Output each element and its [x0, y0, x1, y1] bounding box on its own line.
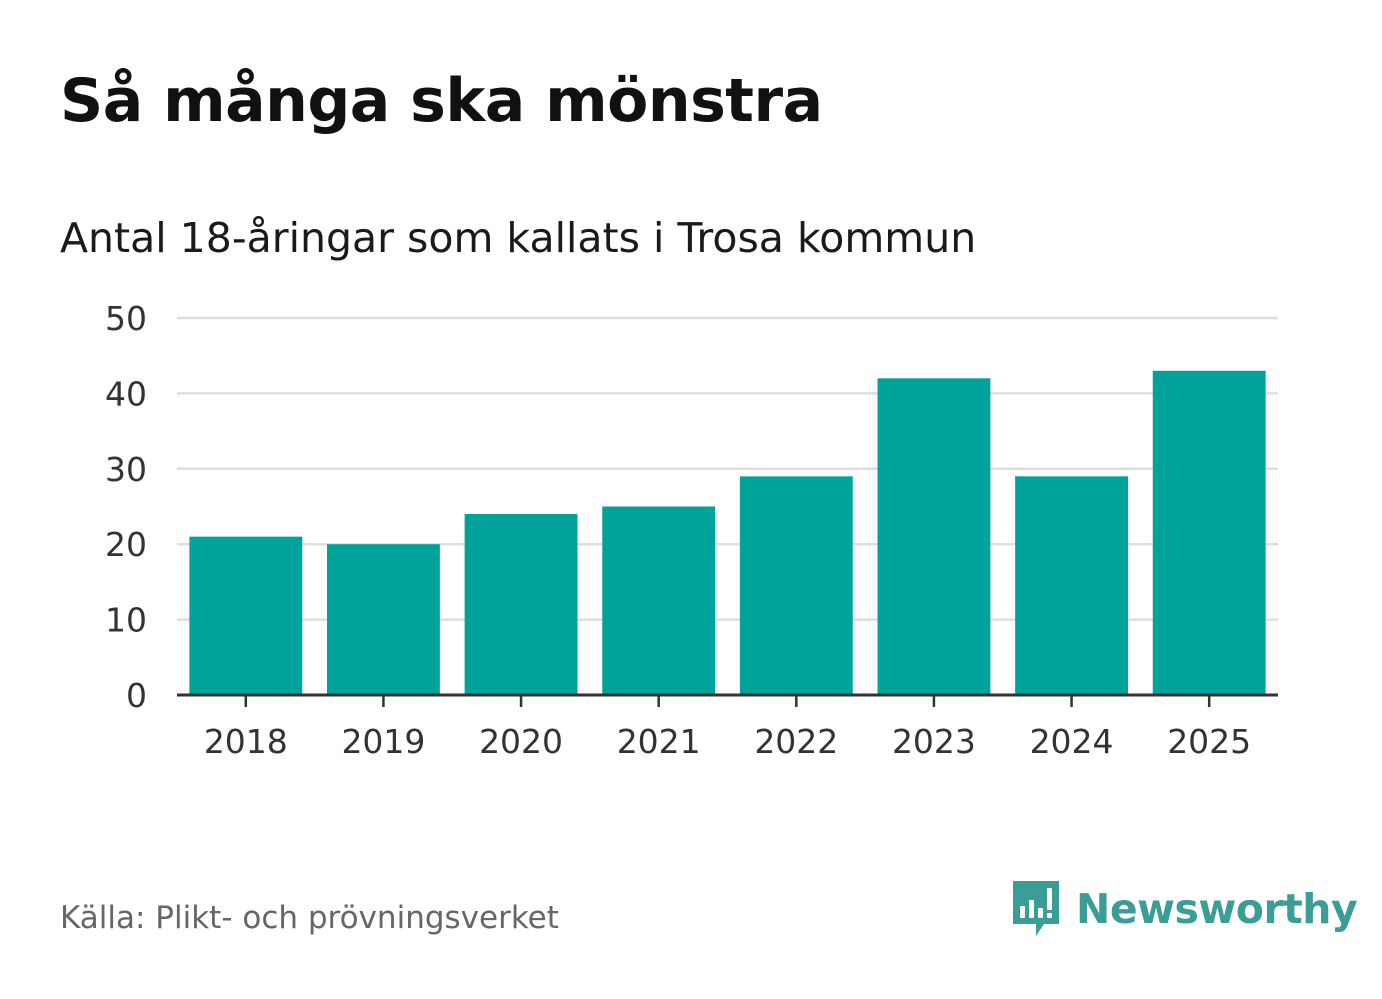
y-tick-label: 30	[105, 450, 147, 489]
x-tick-label: 2025	[1167, 722, 1251, 761]
bar-2021	[602, 506, 716, 695]
bar-2018	[189, 536, 303, 695]
y-tick-label: 0	[126, 676, 147, 715]
chart-subtitle: Antal 18-åringar som kallats i Trosa kom…	[60, 214, 977, 262]
bar-2020	[464, 514, 578, 695]
brand-logo: Newsworthy	[1010, 878, 1358, 940]
x-tick-label: 2024	[1030, 722, 1114, 761]
bar-2025	[1152, 370, 1266, 695]
bar-2024	[1015, 476, 1128, 695]
bar-2023	[877, 378, 991, 695]
x-tick-label: 2019	[341, 722, 425, 761]
bar-2019	[327, 544, 440, 695]
bar-2022	[739, 476, 853, 695]
y-tick-label: 50	[105, 299, 147, 338]
axes	[177, 693, 1278, 707]
y-tick-label: 20	[105, 525, 147, 564]
chart-title: Så många ska mönstra	[60, 66, 823, 136]
x-tick-label: 2023	[892, 722, 976, 761]
x-tick-label: 2018	[204, 722, 288, 761]
source-note: Källa: Plikt- och prövningsverket	[60, 900, 559, 936]
bar-chart-speech-bubble-icon	[1013, 881, 1059, 936]
x-tick-label: 2022	[754, 722, 838, 761]
tick-labels: 0 10 20 30 40 50 2018 2019 2020 2021 2022 2023 2024 2…	[105, 299, 1251, 761]
brand-name: Newsworthy	[1076, 885, 1358, 933]
y-tick-label: 10	[105, 601, 147, 640]
x-tick-label: 2021	[617, 722, 701, 761]
y-tick-label: 40	[105, 374, 147, 413]
x-tick-label: 2020	[479, 722, 563, 761]
bars	[189, 370, 1266, 695]
